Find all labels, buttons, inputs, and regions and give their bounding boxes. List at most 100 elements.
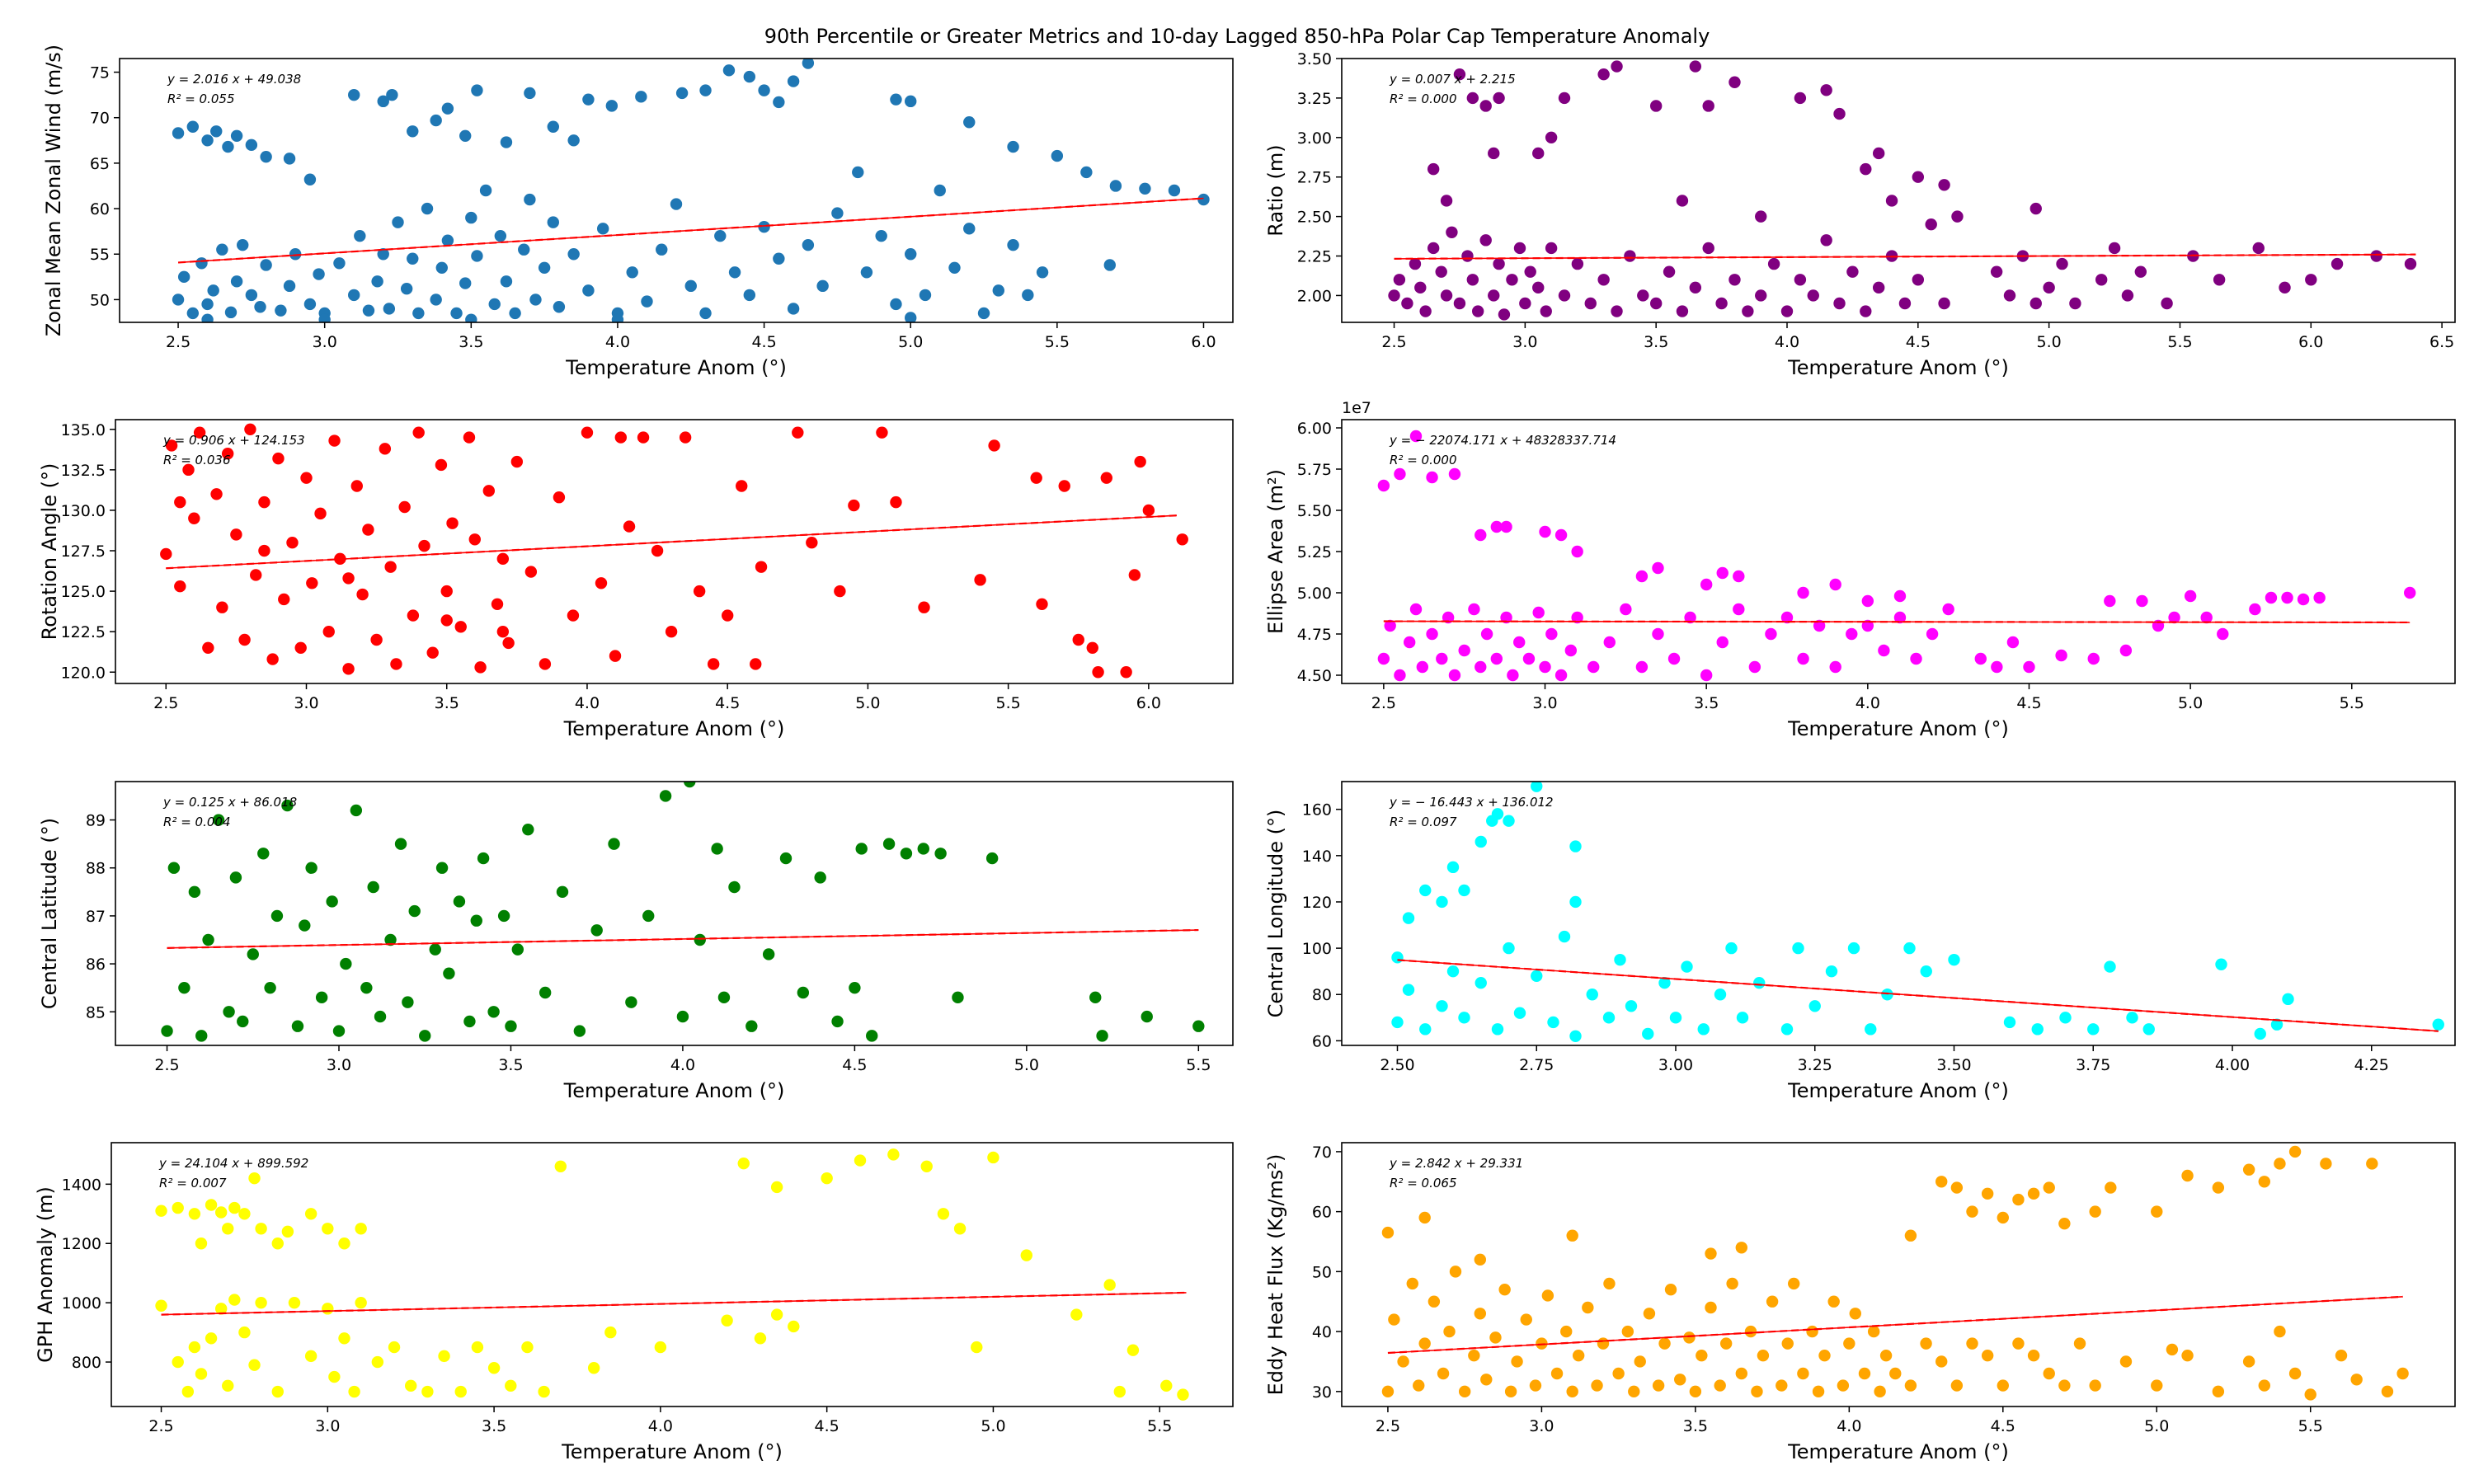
scatter-point	[1634, 1355, 1646, 1368]
scatter-point	[303, 298, 317, 311]
scatter-point	[1912, 171, 1925, 183]
scatter-points	[160, 423, 1188, 679]
scatter-point	[278, 593, 290, 606]
scatter-point	[205, 1332, 218, 1345]
scatter-point	[518, 243, 530, 256]
scatter-point	[248, 1172, 261, 1185]
scatter-point	[1007, 140, 1019, 153]
scatter-point	[1007, 239, 1019, 251]
scatter-point	[1176, 533, 1188, 546]
y-axis-label: Rotation Angle (°)	[38, 463, 61, 641]
y-tick-label: 87	[86, 908, 106, 926]
scatter-point	[266, 653, 279, 665]
scatter-point	[963, 223, 976, 235]
scatter-point	[1419, 884, 1432, 897]
scatter-point	[281, 799, 294, 812]
scatter-point	[450, 307, 463, 320]
scatter-point	[1642, 1027, 1654, 1040]
scatter-point	[1504, 1385, 1517, 1398]
scatter-point	[952, 991, 964, 1004]
scatter-point	[1458, 884, 1470, 897]
scatter-point	[1664, 1283, 1677, 1296]
axes-frame	[119, 58, 1234, 323]
x-tick-label: 4.0	[1856, 694, 1880, 712]
scatter-point	[394, 838, 407, 850]
scatter-point	[2181, 1169, 2194, 1182]
scatter-point	[2258, 1379, 2270, 1392]
scatter-point	[2108, 242, 2121, 255]
y-tick-label: 60	[90, 200, 110, 218]
scatter-point	[2012, 1337, 2025, 1350]
scatter-point	[221, 448, 234, 460]
y-tick-label: 50	[90, 291, 110, 309]
trend-line	[166, 514, 1177, 570]
scatter-point	[500, 136, 513, 148]
x-tick-label: 2.50	[1380, 1056, 1414, 1074]
scatter-point	[1833, 107, 1846, 120]
scatter-point	[1797, 586, 1809, 599]
y-tick-label: 160	[1302, 801, 1332, 819]
scatter-points	[155, 1148, 1189, 1401]
scatter-point	[223, 1006, 235, 1018]
scatter-point	[193, 426, 206, 439]
scatter-point	[1797, 1367, 1809, 1380]
scatter-point	[371, 1355, 384, 1369]
scatter-point	[1674, 1374, 1686, 1386]
scatter-point	[1377, 479, 1390, 492]
x-tick-label: 2.5	[153, 694, 178, 712]
scatter-point	[1402, 984, 1415, 996]
scatter-point	[1409, 603, 1423, 616]
scatter-point	[1649, 100, 1663, 112]
scatter-point	[1500, 520, 1512, 533]
scatter-point	[1440, 289, 1453, 302]
scatter-point	[1458, 1012, 1470, 1024]
scatter-point	[1036, 266, 1049, 279]
scatter-point	[1696, 1349, 1708, 1362]
scatter-point	[1051, 149, 1064, 162]
scatter-point	[1498, 308, 1511, 321]
scatter-point	[1394, 467, 1406, 481]
scatter-point	[348, 88, 360, 101]
scatter-point	[446, 517, 459, 529]
scatter-point	[1449, 1266, 1462, 1278]
scatter-point	[1736, 1012, 1749, 1024]
y-tick-label: 65	[90, 155, 110, 173]
scatter-point	[604, 1326, 617, 1339]
scatter-point	[214, 1303, 228, 1315]
scatter-point	[257, 848, 270, 860]
scatter-point	[186, 120, 200, 133]
fit-r-squared: R² = 0.055	[167, 92, 234, 106]
scatter-point	[2105, 1181, 2117, 1194]
scatter-point	[1669, 1012, 1682, 1024]
scatter-point	[322, 1223, 334, 1235]
scatter-point	[797, 986, 810, 999]
scatter-point	[216, 601, 228, 613]
scatter-point	[755, 561, 768, 573]
scatter-point	[245, 139, 258, 152]
y-tick-label: 80	[1312, 986, 1332, 1004]
scatter-point	[281, 1225, 294, 1238]
scatter-point	[1409, 257, 1422, 270]
scatter-point	[496, 625, 510, 638]
scatter-point	[438, 1350, 450, 1363]
scatter-point	[230, 129, 243, 142]
scatter-point	[2089, 1205, 2101, 1218]
y-axis-label: Central Latitude (°)	[38, 818, 61, 1009]
scatter-point	[2215, 958, 2227, 970]
scatter-point	[2270, 1018, 2284, 1031]
scatter-point	[1625, 1000, 1638, 1012]
scatter-point	[230, 275, 243, 288]
scatter-point	[255, 1296, 267, 1309]
scatter-point	[1950, 1181, 1964, 1194]
scatter-point	[488, 298, 501, 311]
scatter-point	[1475, 660, 1487, 674]
scatter-point	[553, 301, 566, 313]
y-tick-label: 132.5	[61, 462, 106, 480]
scatter-point	[326, 895, 338, 908]
scatter-point	[2136, 594, 2148, 608]
scatter-point	[260, 259, 272, 271]
scatter-point	[2023, 660, 2035, 674]
scatter-point	[539, 986, 552, 999]
scatter-point	[201, 298, 214, 311]
trend-line	[1394, 253, 2416, 260]
